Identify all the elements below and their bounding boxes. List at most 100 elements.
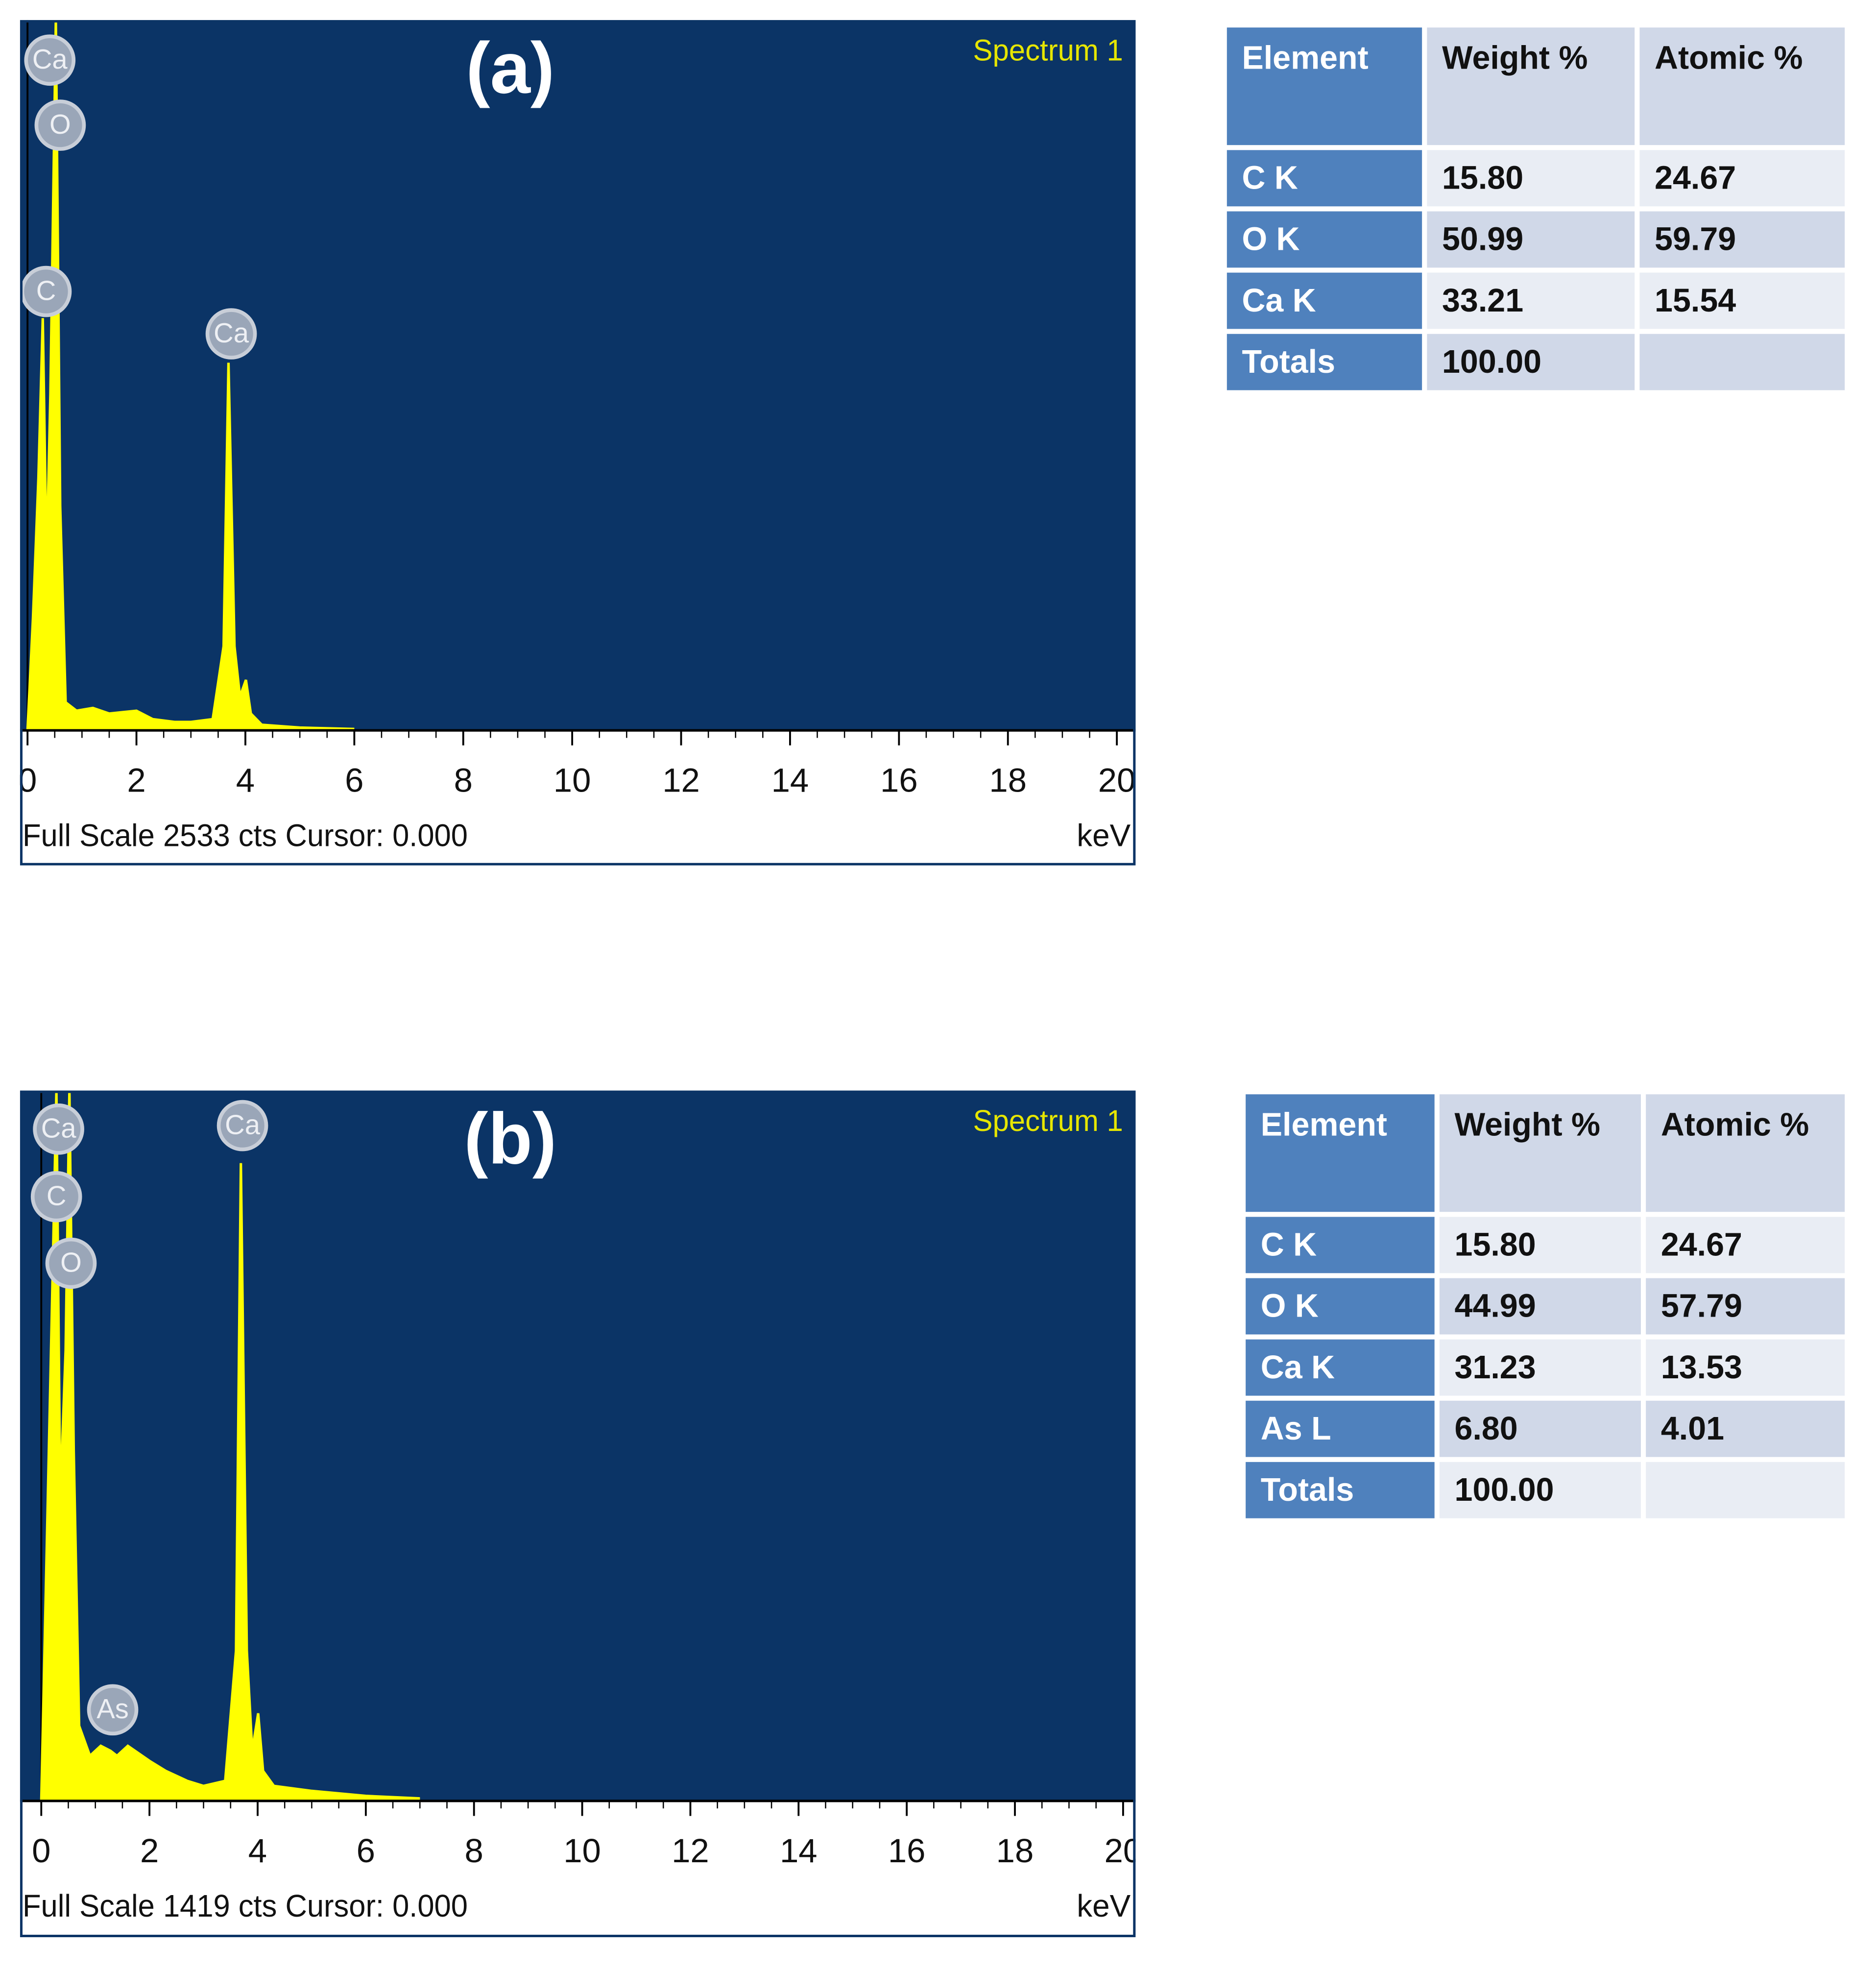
plot-area xyxy=(20,1090,1136,1801)
table-row: Totals 100.00 xyxy=(1227,334,1845,390)
peak-label: O xyxy=(60,1247,82,1278)
unit-label: keV xyxy=(1077,1888,1130,1923)
frame-border xyxy=(20,20,1136,865)
table-cell: 100.00 xyxy=(1439,1462,1641,1518)
peak-marker xyxy=(216,1100,268,1152)
table-cell: 31.23 xyxy=(1439,1339,1641,1396)
x-tick-label: 4 xyxy=(248,1832,267,1870)
spectrum-line xyxy=(40,1090,420,1801)
x-tick-label: 14 xyxy=(780,1832,818,1870)
x-tick-label: 18 xyxy=(989,762,1027,799)
x-tick-label: 20 xyxy=(1098,762,1136,799)
table-row: Ca K 31.23 13.53 xyxy=(1246,1339,1845,1396)
table-row: C K 15.80 24.67 xyxy=(1246,1217,1845,1273)
header-row: Element Weight % Atomic % xyxy=(1246,1094,1845,1212)
x-tick-label: 12 xyxy=(662,762,700,799)
peak-marker xyxy=(34,99,86,151)
x-tick-label: 8 xyxy=(454,762,473,799)
peak-label: C xyxy=(47,1180,67,1211)
peak-label: O xyxy=(49,109,71,140)
x-tick-label: 2 xyxy=(127,762,145,799)
peak-marker xyxy=(24,34,76,86)
table-cell: 24.67 xyxy=(1646,1217,1845,1273)
table-cell: 44.99 xyxy=(1439,1278,1641,1335)
peak-label: C xyxy=(36,275,56,306)
footer-label: Full Scale 1419 cts Cursor: 0.000 xyxy=(23,1888,468,1923)
peak-label: Ca xyxy=(225,1109,261,1140)
peak-marker xyxy=(33,1103,84,1155)
table-cell: 57.79 xyxy=(1646,1278,1845,1335)
peak-marker xyxy=(87,1684,139,1736)
header-cell: Atomic % xyxy=(1639,27,1845,145)
chart-title: (a) xyxy=(466,28,554,109)
spectrum-chart: 0 2 4 6 8 10 12 14 16 18 20 Full Scale 1419 cts Cur… xyxy=(20,1090,1136,1938)
table-cell: 33.21 xyxy=(1427,272,1635,329)
header-row: Element Weight % Atomic % xyxy=(1227,27,1845,145)
peak-marker xyxy=(205,308,257,360)
x-tick-label: 16 xyxy=(888,1832,926,1870)
table-row: C K 15.80 24.67 xyxy=(1227,150,1845,207)
header-cell: Weight % xyxy=(1427,27,1635,145)
row-label: Ca K xyxy=(1227,272,1422,329)
row-label: O K xyxy=(1246,1278,1435,1335)
header-cell: Element xyxy=(1246,1094,1435,1212)
peak-label: Ca xyxy=(32,44,68,74)
unit-label: keV xyxy=(1077,818,1130,853)
table-cell: 4.01 xyxy=(1646,1400,1845,1457)
table-cell: 24.67 xyxy=(1639,150,1845,207)
row-label: As L xyxy=(1246,1400,1435,1457)
x-tick-label: 10 xyxy=(563,1832,601,1870)
x-tick-label: 2 xyxy=(140,1832,159,1870)
x-tick-label: 12 xyxy=(672,1832,709,1870)
spectrum-label: Spectrum 1 xyxy=(973,33,1123,67)
x-tick-label: 6 xyxy=(357,1832,375,1870)
table-cell: 13.53 xyxy=(1646,1339,1845,1396)
x-tick-label: 6 xyxy=(345,762,363,799)
spectrum-area xyxy=(27,20,355,731)
table-cell: 50.99 xyxy=(1427,211,1635,268)
x-tick-label: 10 xyxy=(553,762,591,799)
header-cell: Weight % xyxy=(1439,1094,1641,1212)
x-tick-label: 0 xyxy=(32,1832,50,1870)
spectrum-label: Spectrum 1 xyxy=(973,1104,1123,1137)
table-cell: 15.54 xyxy=(1639,272,1845,329)
table-row: Ca K 33.21 15.54 xyxy=(1227,272,1845,329)
row-label: Totals xyxy=(1227,334,1422,390)
spectrum-chart: 0 2 4 6 8 10 12 14 16 18 20 Full Scale 2533 cts Cur… xyxy=(20,20,1136,865)
frame-border xyxy=(20,1090,1136,1938)
header-cell: Atomic % xyxy=(1646,1094,1845,1212)
table-row: O K 50.99 59.79 xyxy=(1227,211,1845,268)
x-tick-label: 0 xyxy=(20,762,37,799)
peak-marker xyxy=(45,1237,97,1289)
x-tick-label: 20 xyxy=(1105,1832,1136,1870)
table-cell: 15.80 xyxy=(1427,150,1635,207)
x-tick-label: 14 xyxy=(771,762,809,799)
row-label: O K xyxy=(1227,211,1422,268)
x-tick-label: 18 xyxy=(996,1832,1034,1870)
table-row: Totals 100.00 xyxy=(1246,1462,1845,1518)
table-row: As L 6.80 4.01 xyxy=(1246,1400,1845,1457)
chart-title: (b) xyxy=(464,1098,556,1179)
footer-label: Full Scale 2533 cts Cursor: 0.000 xyxy=(23,818,468,853)
x-tick-label: 8 xyxy=(465,1832,483,1870)
table-cell: 100.00 xyxy=(1427,334,1635,390)
spectrum-area xyxy=(41,1090,420,1801)
peak-label: Ca xyxy=(214,317,249,348)
table-cell: 59.79 xyxy=(1639,211,1845,268)
plot-area xyxy=(20,20,1136,731)
spectrum-line xyxy=(26,20,355,731)
header-cell: Element xyxy=(1227,27,1422,145)
peak-label: Ca xyxy=(41,1113,77,1144)
row-label: Ca K xyxy=(1246,1339,1435,1396)
table-cell: 6.80 xyxy=(1439,1400,1641,1457)
table-row: O K 44.99 57.79 xyxy=(1246,1278,1845,1335)
table-cell xyxy=(1639,334,1845,390)
peak-label: As xyxy=(96,1693,129,1724)
table-cell xyxy=(1646,1462,1845,1518)
row-label: Totals xyxy=(1246,1462,1435,1518)
peak-marker xyxy=(30,1171,82,1223)
